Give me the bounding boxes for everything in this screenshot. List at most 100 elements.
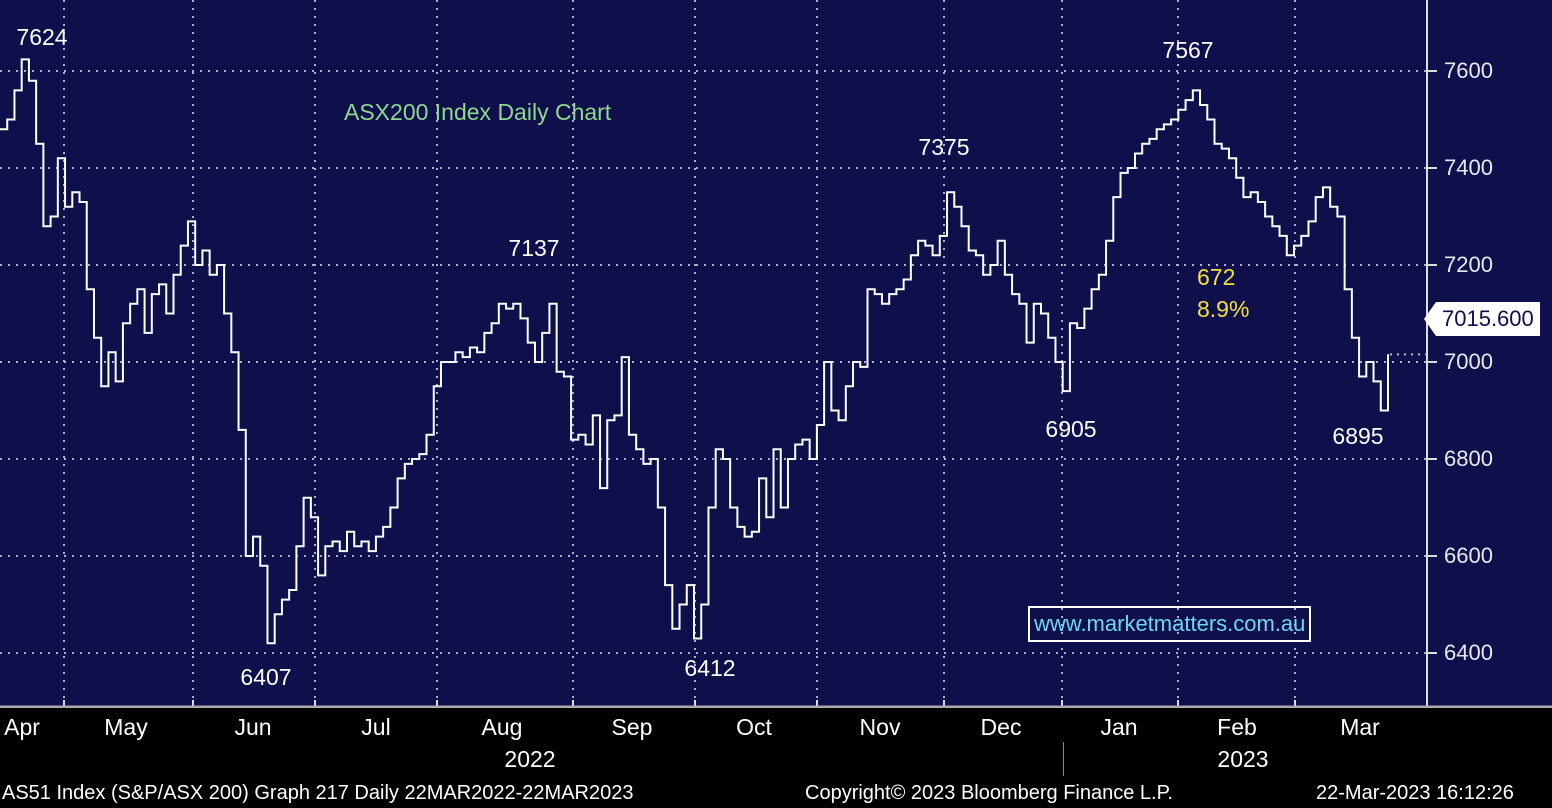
price-point: [779, 506, 782, 509]
price-point: [1343, 288, 1346, 291]
price-point: [982, 273, 984, 276]
price-point: [396, 477, 399, 480]
x-tick-label: Feb: [1217, 714, 1257, 740]
price-point: [1126, 167, 1129, 169]
price-point: [281, 598, 283, 601]
price-point: [252, 535, 254, 538]
price-point: [685, 584, 688, 586]
price-point: [512, 303, 515, 305]
price-point: [801, 438, 804, 441]
price-point: [1257, 201, 1259, 203]
price-point: [223, 312, 225, 315]
price-point: [1358, 375, 1360, 378]
price-point: [1141, 142, 1144, 145]
price-point: [143, 332, 146, 334]
price-point: [526, 341, 529, 344]
price-point: [375, 535, 377, 538]
footer-security: AS51 Index (S&P/ASX 200) Graph 217 Daily…: [2, 782, 634, 804]
price-point: [1336, 215, 1339, 218]
price-point: [1300, 235, 1303, 237]
annotation-low: 6905: [1045, 416, 1097, 442]
price-point: [1314, 196, 1317, 198]
price-point: [129, 303, 131, 305]
price-point: [1032, 303, 1035, 305]
price-point: [931, 254, 934, 257]
price-point: [1365, 361, 1368, 363]
price-point: [266, 642, 269, 645]
price-point: [823, 361, 825, 363]
footer-timestamp: 22-Mar-2023 16:12:26: [1316, 782, 1514, 804]
price-point: [1083, 307, 1086, 310]
price-point: [310, 516, 312, 518]
price-point: [389, 506, 392, 509]
x-tick-label: Apr: [4, 714, 40, 740]
price-point: [1235, 176, 1237, 179]
price-point: [165, 312, 168, 315]
price-point: [13, 89, 16, 92]
price-point: [1040, 312, 1042, 315]
price-point: [469, 346, 471, 349]
price-point: [996, 239, 999, 242]
price-point: [1061, 390, 1064, 392]
price-point: [1011, 293, 1013, 295]
price-point: [78, 201, 81, 203]
price-point: [158, 283, 160, 286]
price-point: [765, 516, 768, 518]
price-point: [902, 278, 905, 281]
price-point: [230, 351, 233, 354]
price-point: [671, 627, 674, 630]
price-point: [425, 433, 428, 436]
price-point: [1199, 104, 1201, 106]
price-point: [1155, 128, 1158, 130]
price-point: [0, 128, 1, 130]
annotation-high: 7567: [1162, 37, 1214, 63]
price-point: [295, 545, 298, 548]
price-point: [577, 433, 580, 436]
price-point: [1192, 89, 1194, 92]
price-point: [628, 433, 630, 436]
price-point: [447, 361, 450, 363]
price-point: [584, 443, 587, 446]
y-tick-label: 6800: [1444, 446, 1493, 471]
price-point: [1271, 225, 1274, 227]
x-tick-label: Jan: [1100, 714, 1138, 740]
annotation-low: 6407: [240, 664, 292, 690]
price-point: [382, 526, 384, 528]
price-point: [28, 79, 30, 82]
price-point: [649, 458, 652, 460]
y-tick-label: 7000: [1444, 349, 1493, 374]
price-point: [953, 206, 956, 208]
price-point: [411, 458, 413, 460]
annotation: 7137: [508, 235, 560, 261]
price-point: [100, 385, 103, 388]
price-point: [331, 540, 334, 543]
price-point: [743, 535, 746, 538]
y-tick-label: 6600: [1444, 543, 1493, 568]
price-point: [42, 225, 45, 227]
price-point: [324, 545, 327, 548]
price-point: [620, 356, 623, 358]
price-point: [722, 458, 724, 460]
price-point: [187, 220, 189, 223]
footer-copyright: Copyright© 2023 Bloomberg Finance L.P.: [805, 782, 1173, 804]
price-point: [895, 288, 898, 291]
price-point: [505, 307, 507, 310]
x-tick-label: Oct: [736, 714, 772, 740]
price-point: [1220, 147, 1223, 150]
price-point: [404, 463, 406, 465]
price-point: [794, 443, 797, 446]
price-point: [432, 385, 435, 388]
price-point: [35, 142, 37, 145]
price-point: [461, 356, 464, 358]
price-point: [1387, 353, 1389, 356]
watermark-link[interactable]: www.marketmatters.com.au: [1028, 606, 1312, 642]
price-point: [353, 545, 356, 548]
year-label: 2022: [504, 746, 556, 772]
price-point: [288, 589, 290, 591]
price-point: [1264, 215, 1266, 218]
price-point: [244, 555, 247, 557]
price-point: [1105, 239, 1107, 242]
price-point: [910, 254, 912, 257]
price-point: [64, 206, 66, 208]
move-percent: 8.9%: [1197, 296, 1250, 322]
